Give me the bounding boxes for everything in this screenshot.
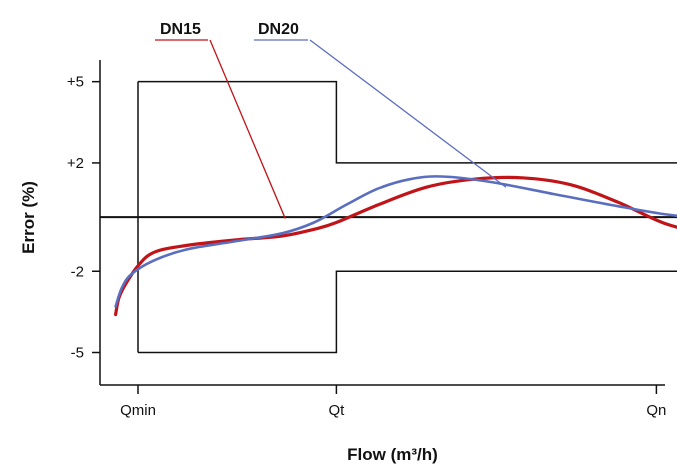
- axes: [99, 60, 665, 386]
- series-leader-line: [209, 39, 286, 219]
- series-label-dn15: DN15: [160, 21, 201, 38]
- y-tick-label: -2: [71, 263, 84, 280]
- x-tick-label: Qn: [646, 402, 666, 419]
- series-callouts: DN15 DN20: [155, 21, 507, 219]
- x-tick-label: Qmin: [120, 402, 156, 419]
- x-tick-label: Qt: [328, 402, 345, 419]
- x-axis-title: Flow (m³/h): [347, 445, 438, 464]
- series-layer: [114, 175, 677, 317]
- y-tick-label: +5: [67, 74, 84, 91]
- tick-marks: +5+2-2-5QminQtQnQmax: [67, 74, 667, 419]
- upper-tolerance-limit: [138, 80, 677, 164]
- y-tick-label: +2: [67, 155, 84, 172]
- y-tick-label: -5: [71, 345, 84, 362]
- series-line-dn20: [114, 175, 677, 308]
- series-leader-line: [309, 39, 507, 188]
- series-line-dn15: [114, 175, 677, 317]
- y-axis-title: Error (%): [19, 181, 38, 254]
- series-label-dn20: DN20: [258, 21, 299, 38]
- lower-tolerance-limit: [138, 270, 677, 354]
